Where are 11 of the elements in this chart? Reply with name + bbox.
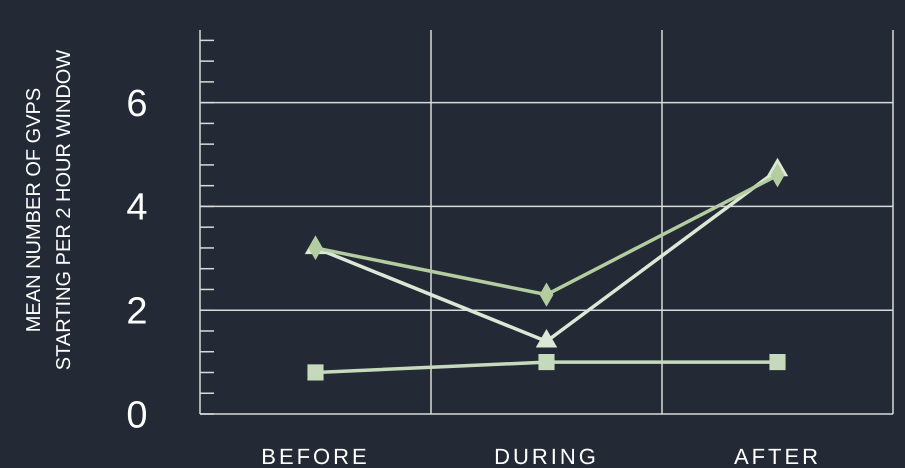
y-axis-title: MEAN NUMBER OF GVPS STARTING PER 2 HOUR WINDOW (23, 50, 75, 370)
y-tick-label: 4 (126, 186, 148, 229)
y-tick-label: 6 (126, 82, 148, 125)
y-tick-label: 2 (126, 290, 148, 333)
point (307, 364, 324, 381)
x-tick-label: BEFORE (261, 444, 370, 468)
point (538, 354, 555, 370)
x-tick-label: DURING (494, 444, 599, 468)
x-tick-label: AFTER (734, 444, 822, 468)
y-tick-label: 0 (126, 394, 148, 436)
point (769, 354, 786, 370)
